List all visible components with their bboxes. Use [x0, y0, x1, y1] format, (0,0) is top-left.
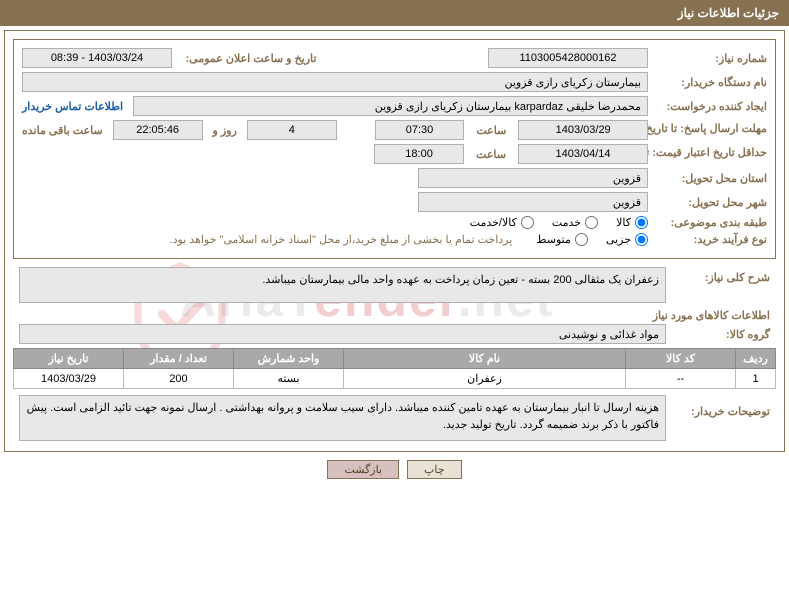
hours-remain-field: 22:05:46 [113, 120, 203, 140]
price-time-field: 18:00 [374, 144, 464, 164]
buyer-org-field: بیمارستان زکریای رازی قزوین [22, 72, 648, 92]
buyer-notes-label: توضیحات خریدار: [670, 395, 770, 418]
radio-goods[interactable]: کالا [616, 216, 648, 229]
need-number-label: شماره نیاز: [652, 52, 767, 65]
goods-group-label: گروه کالا: [670, 328, 770, 341]
requester-label: ایجاد کننده درخواست: [652, 100, 767, 113]
delivery-city-field: قزوین [418, 192, 648, 212]
requester-field: محمدرضا خلیقی karpardaz بیمارستان زکریای… [133, 96, 648, 116]
delivery-province-label: استان محل تحویل: [652, 172, 767, 185]
price-validity-label: حداقل تاریخ اعتبار قیمت: تا تاریخ: [652, 147, 767, 160]
radio-medium[interactable]: متوسط [536, 233, 588, 246]
cell-date: 1403/03/29 [14, 369, 124, 389]
print-button[interactable]: چاپ [407, 460, 462, 479]
page-title: جزئیات اطلاعات نیاز [678, 6, 779, 20]
day-and-label: روز و [213, 124, 237, 137]
buyer-contact-link[interactable]: اطلاعات تماس خریدار [22, 100, 123, 113]
buyer-notes-field: هزینه ارسال تا انبار بیمارستان به عهده ت… [19, 395, 666, 441]
response-deadline-label: مهلت ارسال پاسخ: تا تاریخ: [652, 123, 767, 136]
button-row: چاپ بازگشت [0, 452, 789, 487]
cell-row: 1 [736, 369, 776, 389]
goods-table: ردیف کد کالا نام کالا واحد شمارش تعداد /… [13, 348, 776, 389]
cell-name: زعفران [344, 369, 626, 389]
th-date: تاریخ نیاز [14, 349, 124, 369]
announce-datetime-field: 1403/03/24 - 08:39 [22, 48, 172, 68]
hour-label-1: ساعت [476, 124, 506, 137]
radio-small[interactable]: جزیی [606, 233, 648, 246]
proc-note: پرداخت تمام یا بخشی از مبلغ خرید،از محل … [170, 233, 513, 246]
days-remain-field: 4 [247, 120, 337, 140]
th-name: نام کالا [344, 349, 626, 369]
back-button[interactable]: بازگشت [327, 460, 399, 479]
radio-goods-service[interactable]: کالا/خدمت [470, 216, 534, 229]
category-radios: کالا خدمت کالا/خدمت [470, 216, 648, 229]
buyer-org-label: نام دستگاه خریدار: [652, 76, 767, 89]
table-row: 1 -- زعفران بسته 200 1403/03/29 [14, 369, 776, 389]
response-date-field: 1403/03/29 [518, 120, 648, 140]
announce-datetime-label: تاریخ و ساعت اعلان عمومی: [176, 52, 326, 65]
response-time-field: 07:30 [375, 120, 465, 140]
th-row: ردیف [736, 349, 776, 369]
cell-qty: 200 [124, 369, 234, 389]
category-label: طبقه بندی موضوعی: [652, 216, 767, 229]
title-bar: جزئیات اطلاعات نیاز [0, 0, 789, 26]
delivery-province-field: قزوین [418, 168, 648, 188]
hours-remain-label: ساعت باقی مانده [22, 124, 103, 137]
cell-code: -- [626, 369, 736, 389]
proc-type-radios: جزیی متوسط [536, 233, 648, 246]
proc-type-label: نوع فرآیند خرید: [652, 233, 767, 246]
goods-group-field: مواد غذائی و نوشیدنی [19, 324, 666, 344]
general-desc-field: زعفران یک مثقالی 200 بسته - تعین زمان پر… [19, 267, 666, 303]
need-number-field: 1103005428000162 [488, 48, 648, 68]
hour-label-2: ساعت [476, 148, 506, 161]
general-desc-label: شرح کلی نیاز: [670, 267, 770, 284]
main-info-panel: شماره نیاز: 1103005428000162 تاریخ و ساع… [13, 39, 776, 259]
th-qty: تعداد / مقدار [124, 349, 234, 369]
delivery-city-label: شهر محل تحویل: [652, 196, 767, 209]
price-date-field: 1403/04/14 [518, 144, 648, 164]
th-code: کد کالا [626, 349, 736, 369]
cell-unit: بسته [234, 369, 344, 389]
goods-info-title: اطلاعات کالاهای مورد نیاز [5, 309, 770, 322]
th-unit: واحد شمارش [234, 349, 344, 369]
radio-service[interactable]: خدمت [552, 216, 598, 229]
